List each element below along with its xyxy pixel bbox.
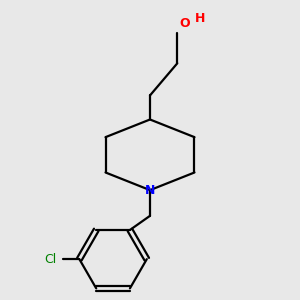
Text: H: H (195, 12, 205, 25)
Text: Cl: Cl (45, 253, 57, 266)
Text: N: N (145, 184, 155, 196)
Text: O: O (179, 16, 190, 30)
